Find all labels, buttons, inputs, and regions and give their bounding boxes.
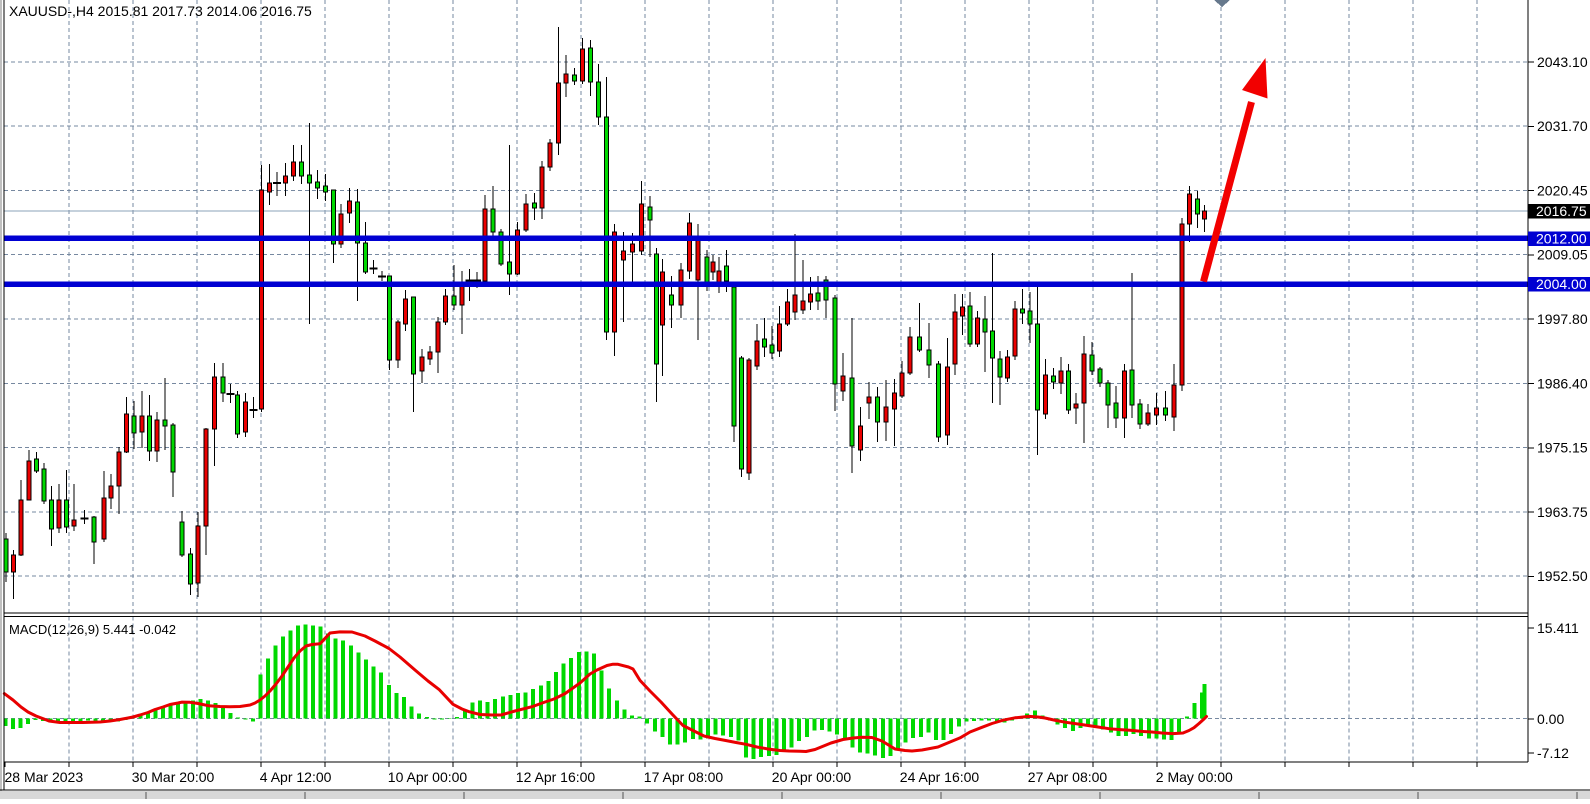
svg-text:2020.45: 2020.45	[1537, 182, 1588, 198]
svg-text:1986.40: 1986.40	[1537, 375, 1588, 391]
svg-text:-7.12: -7.12	[1537, 745, 1569, 761]
svg-text:27 Apr 08:00: 27 Apr 08:00	[1028, 769, 1108, 785]
svg-text:17 Apr 08:00: 17 Apr 08:00	[644, 769, 724, 785]
svg-text:2016.75: 2016.75	[1536, 203, 1587, 219]
svg-text:1952.50: 1952.50	[1537, 568, 1588, 584]
svg-text:30 Mar 20:00: 30 Mar 20:00	[132, 769, 215, 785]
svg-text:10 Apr 00:00: 10 Apr 00:00	[388, 769, 468, 785]
svg-text:4 Apr 12:00: 4 Apr 12:00	[260, 769, 332, 785]
svg-text:2012.00: 2012.00	[1536, 231, 1587, 247]
svg-text:2 May 00:00: 2 May 00:00	[1156, 769, 1233, 785]
svg-text:15.411: 15.411	[1537, 620, 1579, 636]
svg-text:2009.05: 2009.05	[1537, 247, 1588, 263]
svg-text:0.00: 0.00	[1537, 711, 1564, 727]
svg-text:2031.70: 2031.70	[1537, 118, 1588, 134]
svg-text:1975.15: 1975.15	[1537, 440, 1588, 456]
svg-text:XAUUSD-,H4 2015.81 2017.73 20: XAUUSD-,H4 2015.81 2017.73 2014.06 2016.…	[9, 3, 312, 19]
svg-text:1963.75: 1963.75	[1537, 504, 1588, 520]
svg-text:1997.80: 1997.80	[1537, 311, 1588, 327]
svg-text:20 Apr 00:00: 20 Apr 00:00	[772, 769, 852, 785]
svg-text:12 Apr 16:00: 12 Apr 16:00	[516, 769, 596, 785]
svg-text:28 Mar 2023: 28 Mar 2023	[5, 769, 84, 785]
svg-text:24 Apr 16:00: 24 Apr 16:00	[900, 769, 980, 785]
svg-text:2004.00: 2004.00	[1536, 276, 1587, 292]
svg-text:2043.10: 2043.10	[1537, 54, 1588, 70]
svg-text:MACD(12,26,9) 5.441 -0.042: MACD(12,26,9) 5.441 -0.042	[9, 622, 176, 637]
